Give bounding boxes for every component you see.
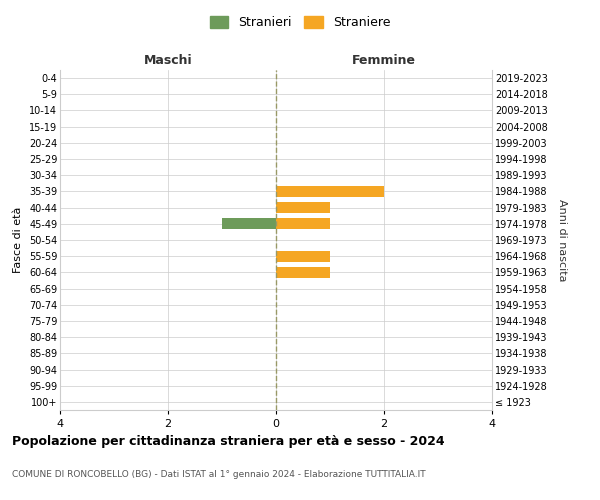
Bar <box>276 202 330 213</box>
Bar <box>276 266 330 278</box>
Y-axis label: Fasce di età: Fasce di età <box>13 207 23 273</box>
Text: Popolazione per cittadinanza straniera per età e sesso - 2024: Popolazione per cittadinanza straniera p… <box>12 435 445 448</box>
Text: Femmine: Femmine <box>352 54 416 67</box>
Bar <box>222 218 276 230</box>
Bar <box>276 186 384 197</box>
Bar <box>276 218 330 230</box>
Text: COMUNE DI RONCOBELLO (BG) - Dati ISTAT al 1° gennaio 2024 - Elaborazione TUTTITA: COMUNE DI RONCOBELLO (BG) - Dati ISTAT a… <box>12 470 425 479</box>
Legend: Stranieri, Straniere: Stranieri, Straniere <box>205 11 395 34</box>
Text: Maschi: Maschi <box>143 54 193 67</box>
Bar <box>276 250 330 262</box>
Y-axis label: Anni di nascita: Anni di nascita <box>557 198 567 281</box>
